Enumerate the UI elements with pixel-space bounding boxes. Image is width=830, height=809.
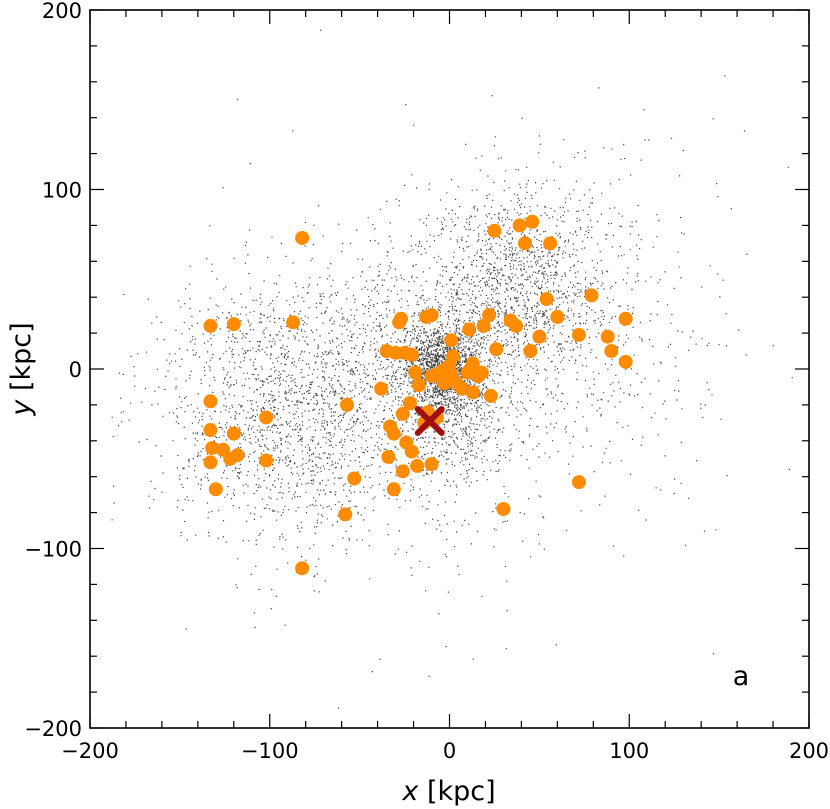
satellite-point [600, 329, 615, 344]
satellite-point [483, 388, 498, 403]
satellite-points [203, 214, 633, 576]
y-tick-label: 200 [42, 0, 82, 23]
satellite-point [295, 230, 310, 245]
satellite-point [455, 381, 470, 396]
satellite-point [295, 561, 310, 576]
satellite-point [419, 309, 434, 324]
host-marker-stroke [414, 406, 445, 437]
satellite-point [618, 354, 633, 369]
satellite-point [374, 381, 389, 396]
satellite-point [550, 309, 565, 324]
satellite-point [395, 464, 410, 479]
satellite-point [512, 218, 527, 233]
host-marker-group [414, 406, 445, 437]
satellite-point [517, 236, 532, 251]
satellite-point [476, 318, 491, 333]
satellite-point [226, 426, 241, 441]
satellite-point [532, 329, 547, 344]
satellite-point [604, 344, 619, 359]
satellite-point [509, 318, 524, 333]
satellite-point [203, 423, 218, 438]
satellite-point [347, 471, 362, 486]
satellite-point [259, 410, 274, 425]
satellite-point [482, 308, 497, 323]
satellite-point [208, 482, 223, 497]
satellite-point [410, 458, 425, 473]
satellite-point [444, 333, 459, 348]
x-axis-label: x [kpc] [401, 776, 495, 807]
x-tick-label: 0 [443, 739, 456, 763]
satellite-point [489, 342, 504, 357]
satellite-point [424, 457, 439, 472]
satellite-point [408, 365, 423, 380]
y-tick-label: 100 [42, 179, 82, 203]
satellite-point [203, 318, 218, 333]
satellite-point [286, 315, 301, 330]
satellite-point [462, 322, 477, 337]
satellite-point [381, 449, 396, 464]
satellite-point [411, 378, 426, 393]
panel-label: a [733, 661, 750, 692]
y-tick-label: −100 [24, 538, 82, 562]
satellite-point [539, 291, 554, 306]
satellite-point [203, 455, 218, 470]
satellite-point [404, 444, 419, 459]
plot-frame [89, 9, 810, 729]
satellite-point [404, 347, 419, 362]
satellite-point [402, 396, 417, 411]
satellite-point [465, 356, 480, 371]
satellite-point [571, 475, 586, 490]
satellite-point [230, 448, 245, 463]
satellite-point [338, 507, 353, 522]
satellite-point [465, 385, 480, 400]
satellite-point [386, 482, 401, 497]
satellite-point [618, 311, 633, 326]
satellite-point [340, 397, 355, 412]
satellite-point [446, 349, 461, 364]
satellite-point [205, 440, 220, 455]
satellite-point [203, 394, 218, 409]
satellite-point [543, 236, 558, 251]
satellite-point [386, 426, 401, 441]
satellite-point [259, 453, 274, 468]
satellite-point [525, 214, 540, 229]
y-tick-label: −200 [24, 717, 82, 741]
satellite-point [392, 315, 407, 330]
x-tick-label: 200 [789, 739, 829, 763]
tick-labels: −200 −100 0 100 200 −200 −100 0 100 200 [24, 0, 829, 763]
satellite-point [496, 502, 511, 517]
x-tick-label: −200 [61, 739, 119, 763]
satellite-point [584, 288, 599, 303]
satellite-point [487, 223, 502, 238]
satellite-point [395, 406, 410, 421]
x-tick-label: 100 [609, 739, 649, 763]
satellite-point [474, 365, 489, 380]
y-axis-label: y [kpc] [6, 322, 37, 416]
satellite-point [571, 327, 586, 342]
satellite-point [523, 344, 538, 359]
host-marker [414, 406, 445, 437]
y-tick-label: 0 [69, 358, 82, 382]
satellite-point [226, 317, 241, 332]
x-tick-label: −100 [241, 739, 299, 763]
